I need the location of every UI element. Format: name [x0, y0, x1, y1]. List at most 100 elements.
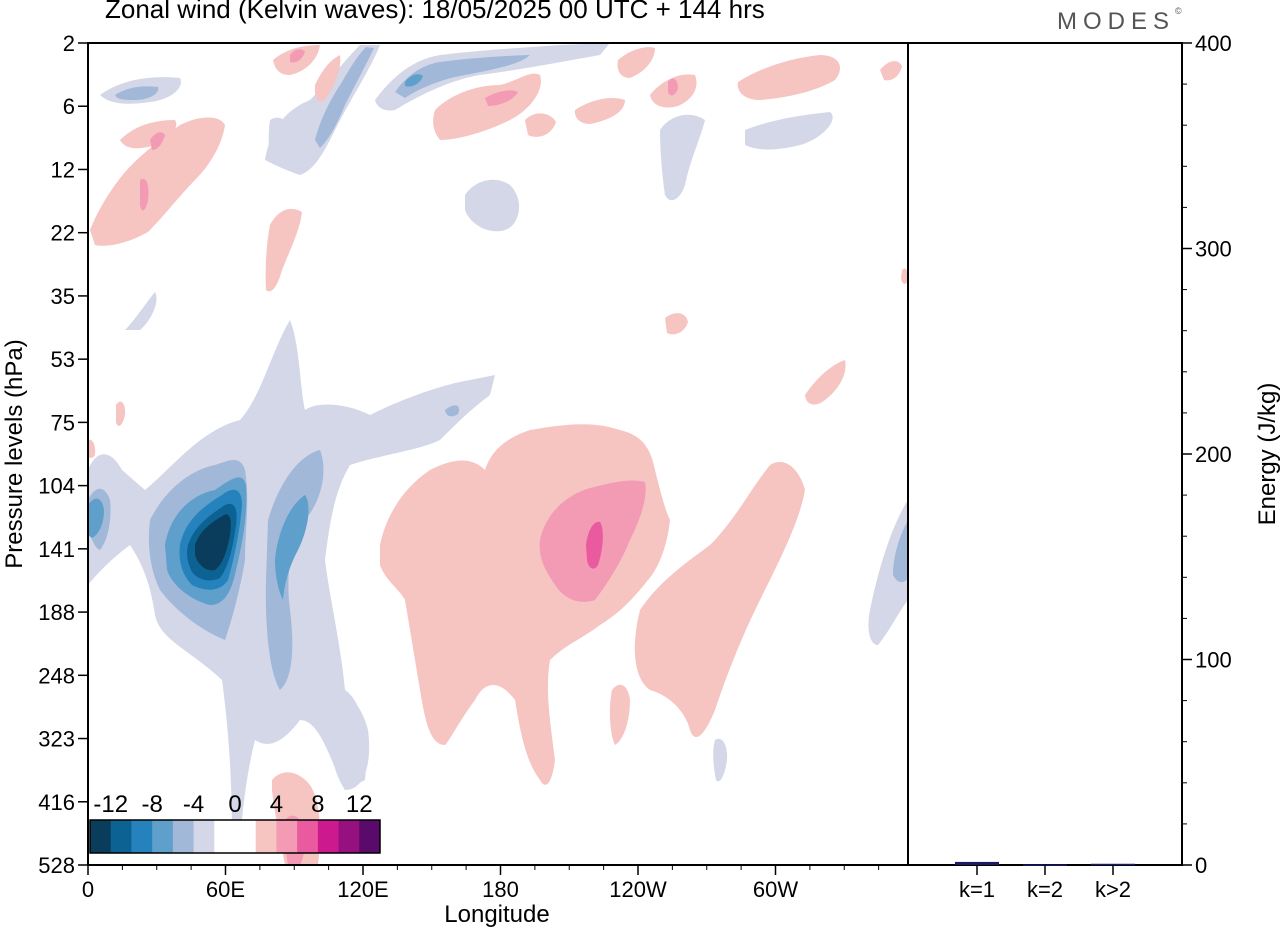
- energy-category-label: k=2: [1027, 877, 1063, 902]
- colorbar-label: 0: [228, 791, 241, 818]
- pos-region: [805, 360, 846, 405]
- y-tick-label: 2: [63, 31, 75, 56]
- brand-text: MODES: [1057, 8, 1176, 35]
- y-tick-label: 53: [51, 347, 75, 372]
- energy-bars: k=1 k=2 k>2: [955, 861, 1135, 902]
- colorbar-label: -12: [93, 791, 128, 818]
- neg-region: [268, 117, 286, 160]
- colorbar-swatch: [172, 820, 195, 853]
- colorbar-swatch: [297, 820, 319, 853]
- colorbar-swatch: [338, 820, 360, 853]
- pos-region: [314, 55, 341, 102]
- brand-logo: MODES©: [1057, 6, 1182, 36]
- colorbar: -12 -8 -4 0 4 8 12: [89, 791, 381, 854]
- colorbar-label: -4: [183, 791, 204, 818]
- colorbar-swatch: [359, 820, 381, 853]
- colorbar-label: -8: [141, 791, 162, 818]
- energy-bar: [955, 861, 999, 865]
- neg-region: [88, 320, 495, 840]
- pos-region: [737, 55, 840, 100]
- y-tick-label: 188: [38, 600, 75, 625]
- neg-region: [405, 74, 423, 87]
- colorbar-label: 12: [346, 791, 373, 818]
- colorbar-frame: [89, 819, 381, 854]
- y-ticks: 2 6 12 22 35 53 75 104 141 188 248 323 416 528: [38, 31, 88, 878]
- neg-region: [265, 450, 324, 690]
- y-tick-label: 141: [38, 537, 75, 562]
- x-tick-label: 60W: [753, 877, 798, 902]
- colorbar-swatch: [90, 820, 112, 853]
- pos-region: [634, 461, 805, 738]
- wind-field: [88, 43, 908, 865]
- y-tick-label: 22: [51, 221, 75, 246]
- y-tick-label: 323: [38, 727, 75, 752]
- neg-region: [115, 86, 159, 100]
- y-tick-label: 12: [51, 157, 75, 182]
- y-tick-label: 528: [38, 853, 75, 878]
- neg-region: [315, 47, 374, 148]
- neg-region: [195, 514, 231, 571]
- colorbar-swatch: [317, 820, 340, 853]
- pos-region: [901, 268, 908, 284]
- y-tick-label: 248: [38, 663, 75, 688]
- y-tick-label: 104: [38, 474, 75, 499]
- pos-region: [433, 73, 541, 140]
- pos-region: [574, 98, 625, 124]
- colorbar-label: 4: [270, 791, 283, 818]
- energy-bar: [1091, 863, 1135, 866]
- pos-region: [586, 521, 603, 569]
- colorbar-label: 8: [311, 791, 324, 818]
- energy-tick-label: 400: [1195, 31, 1232, 56]
- energy-tick-label: 100: [1195, 648, 1232, 673]
- x-tick-label: 0: [82, 877, 94, 902]
- neg-region: [893, 520, 908, 583]
- pos-region: [380, 424, 670, 785]
- pos-region: [609, 684, 630, 745]
- x-ticks: 0 60E 120E 180 120W 60W: [82, 865, 880, 902]
- x-tick-label: 180: [482, 877, 519, 902]
- neg-region: [745, 112, 833, 150]
- neg-region: [445, 405, 460, 417]
- energy-frame: [907, 42, 1183, 866]
- neg-region: [395, 55, 530, 98]
- neg-region: [328, 696, 370, 790]
- neg-region: [275, 495, 309, 600]
- chart-title: Zonal wind (Kelvin waves): 18/05/2025 00…: [105, 0, 765, 24]
- x-tick-label: 120W: [609, 877, 667, 902]
- x-axis-label: Longitude: [444, 901, 549, 928]
- neg-region: [713, 738, 728, 782]
- colorbar-swatch: [152, 820, 174, 853]
- pos-region: [88, 439, 96, 459]
- neg-region: [868, 500, 908, 645]
- pos-region: [290, 49, 305, 63]
- colorbar-swatch: [110, 820, 132, 853]
- y-tick-label: 416: [38, 790, 75, 815]
- pos-region: [525, 113, 556, 137]
- colorbar-swatch: [193, 820, 215, 853]
- pos-region: [668, 78, 678, 96]
- neg-region: [125, 292, 157, 330]
- y-tick-label: 35: [51, 284, 75, 309]
- energy-tick-label: 300: [1195, 237, 1232, 262]
- energy-axis-label: Energy (J/kg): [1254, 383, 1280, 526]
- energy-ticks: 0 100 200 300 400: [1182, 31, 1232, 878]
- pos-region: [120, 120, 177, 149]
- pos-region: [485, 90, 518, 106]
- neg-region: [465, 179, 520, 232]
- colorbar-swatch: [235, 820, 257, 853]
- pos-region: [617, 47, 655, 78]
- neg-region: [375, 43, 610, 111]
- copyright-mark: ©: [1175, 6, 1182, 16]
- energy-category-label: k=1: [959, 877, 995, 902]
- pos-region: [880, 61, 902, 81]
- y-axis-label: Pressure levels (hPa): [1, 339, 28, 568]
- pos-region: [116, 401, 126, 426]
- pos-region: [265, 208, 302, 292]
- neg-region: [88, 498, 104, 538]
- pos-region: [90, 117, 225, 246]
- neg-region: [660, 114, 705, 201]
- y-tick-label: 75: [51, 410, 75, 435]
- energy-category-label: k>2: [1095, 877, 1131, 902]
- y-tick-label: 6: [63, 94, 75, 119]
- colorbar-swatch: [255, 820, 277, 853]
